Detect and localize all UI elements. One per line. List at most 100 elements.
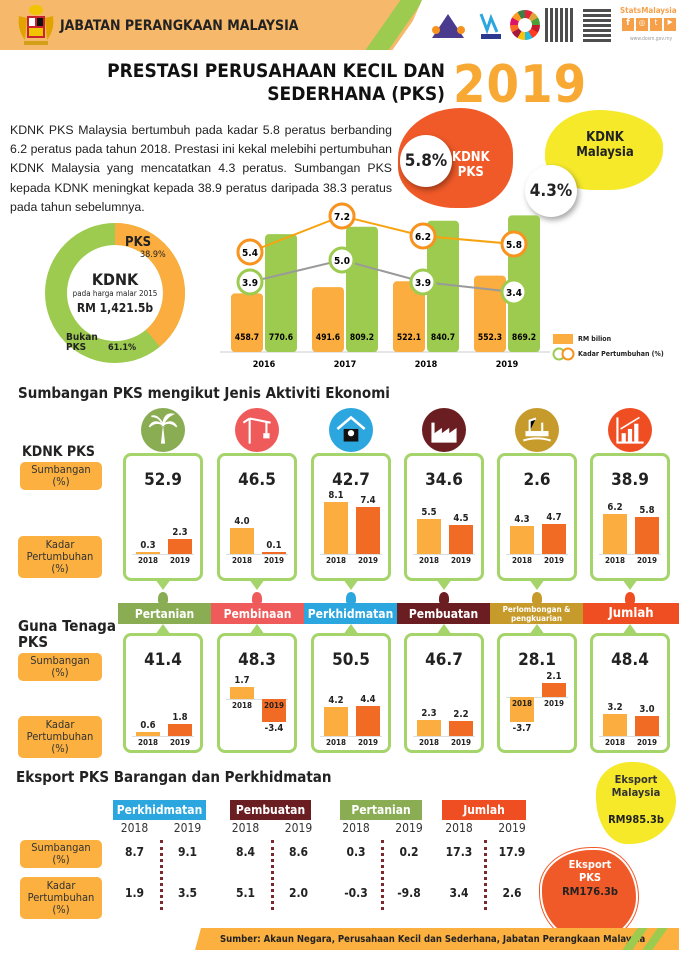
growth-bar-2018 — [324, 707, 348, 736]
growth-value: 5.8 — [639, 504, 655, 516]
sector-tab-perkhidmatan[interactable]: Perkhidmatan — [304, 603, 397, 624]
sector-tab-pembuatan[interactable]: Pembuatan — [397, 603, 490, 624]
baseline — [320, 554, 382, 555]
service-icon — [329, 408, 373, 452]
growth-value: 6.2 — [607, 502, 623, 514]
export-year: 2018 — [342, 821, 370, 835]
year-label: 2019 — [450, 738, 472, 747]
bar-value-label: 458.7 — [235, 333, 259, 343]
sector-card-emp: 50.5 4.2 2018 4.4 2019 — [311, 633, 391, 753]
year-label: 2018 — [511, 556, 533, 565]
donut-bukan-pks-label: Bukan PKS — [66, 332, 98, 353]
title-year: 2019 — [453, 55, 588, 115]
card-pointer — [529, 579, 545, 590]
bar — [393, 281, 425, 352]
growth-bar-2018 — [230, 528, 254, 554]
youtube-icon[interactable]: ▶ — [664, 18, 676, 31]
sector-card-emp: 41.4 0.6 2018 1.8 2019 — [123, 633, 203, 753]
growth-value: 3.2 — [607, 702, 623, 714]
export-growth: 3.4 — [449, 886, 469, 900]
growth-bar-2018 — [417, 720, 441, 736]
baseline — [599, 736, 661, 737]
share-value: 46.7 — [425, 650, 463, 670]
card-pointer — [343, 579, 359, 590]
growth-value: 0.6 — [140, 719, 156, 731]
title-line1: PRESTASI PERUSAHAAN KECIL DAN — [107, 60, 445, 82]
growth-bar-2018 — [603, 714, 627, 736]
growth-value: 2.3 — [421, 708, 437, 720]
year-label: 2019 — [543, 698, 565, 708]
growth-value: 4.2 — [328, 695, 344, 707]
instagram-icon[interactable]: ◎ — [636, 18, 648, 31]
kdnk-pks-row-label: KDNK PKS — [22, 444, 95, 460]
intro-paragraph: KDNK PKS Malaysia bertumbuh pada kadar 5… — [10, 123, 392, 214]
dotted-divider — [484, 840, 487, 910]
growth-line — [249, 258, 515, 293]
card-pointer — [436, 624, 452, 635]
social-icons: f ◎ t ▶ — [622, 18, 676, 31]
sumbangan-label: Sumbangan (%) — [20, 462, 102, 490]
qr-code[interactable] — [545, 8, 573, 42]
card-pointer — [436, 579, 452, 590]
kdnk-chart: 458.7 770.6 2016 491.6 809.2 2017 522.1 840.7 20… — [220, 202, 550, 370]
sector-tab-pembinaan[interactable]: Pembinaan — [211, 603, 304, 624]
growth-value: 7.4 — [360, 494, 376, 506]
card-pointer — [622, 624, 638, 635]
share-value: 48.3 — [238, 650, 276, 670]
donut-pks-slice — [45, 223, 185, 363]
growth-point — [236, 268, 264, 296]
growth-label: 5.0 — [334, 256, 350, 267]
hari-statistik-logo — [477, 10, 505, 42]
export-header-pertanian: Pertanian — [340, 800, 422, 820]
growth-label: 5.8 — [506, 240, 522, 251]
legend-rm: RM bilion — [578, 335, 612, 343]
growth-value: 4.7 — [546, 511, 562, 523]
oil-rig-icon — [515, 408, 559, 452]
sector-tab-jumlah[interactable]: Jumlah — [583, 603, 679, 624]
donut-subtitle: pada harga malar 2015 — [72, 289, 158, 298]
growth-point — [328, 202, 356, 230]
sectors-heading: Sumbangan PKS mengikut Jenis Aktiviti Ek… — [18, 384, 390, 402]
eksport-pks-label: Eksport PKS — [568, 858, 612, 884]
sector-tab-pertanian[interactable]: Pertanian — [118, 603, 211, 624]
baseline — [226, 554, 288, 555]
share-value: 46.5 — [238, 470, 276, 490]
factory-icon — [422, 408, 466, 452]
year-label: 2018 — [511, 698, 533, 708]
sector-card-kdnk: 2.6 4.3 2018 4.7 2019 — [497, 453, 577, 581]
growth-bar-2019 — [168, 539, 192, 554]
x-tick-label: 2018 — [415, 360, 438, 370]
growth-label: 6.2 — [415, 232, 431, 243]
growth-value: 1.8 — [172, 711, 188, 723]
website[interactable]: www.dosm.gov.my — [630, 36, 673, 42]
baseline — [506, 554, 568, 555]
kadar-label: Kadar Pertumbuhan (%) — [18, 536, 102, 578]
share-value: 50.5 — [332, 650, 370, 670]
bar — [265, 234, 297, 352]
sector-card-kdnk: 52.9 0.3 2018 2.3 2019 — [123, 453, 203, 581]
export-growth: 2.0 — [288, 886, 309, 900]
bar-value-label: 809.2 — [350, 333, 374, 343]
growth-value: 2.2 — [453, 709, 469, 721]
baseline — [226, 698, 288, 700]
export-year: 2018 — [231, 821, 260, 835]
guna-tenaga-row-label: Guna Tenaga PKS — [18, 617, 116, 651]
export-year: 2018 — [445, 821, 473, 835]
pin-dot — [439, 592, 449, 604]
growth-bar-2018 — [603, 514, 627, 554]
sector-tab-perlombongan[interactable]: Perlombongan & pengkuarian — [490, 603, 583, 624]
export-growth: -9.8 — [397, 886, 421, 900]
growth-bar-2019 — [449, 525, 473, 554]
share-value: 34.6 — [425, 470, 463, 490]
baseline — [132, 554, 194, 555]
export-share: 0.2 — [399, 845, 419, 859]
growth-bar-2018 — [510, 526, 534, 554]
twitter-icon[interactable]: t — [650, 18, 662, 31]
pin-dot — [346, 592, 356, 604]
export-growth: 2.6 — [502, 886, 522, 900]
facebook-icon[interactable]: f — [622, 18, 634, 31]
growth-value: 2.1 — [546, 670, 562, 682]
qr-code[interactable] — [583, 8, 611, 42]
growth-bar-2019 — [542, 682, 566, 697]
eksport-malaysia-label: Eksport Malaysia — [611, 773, 661, 799]
